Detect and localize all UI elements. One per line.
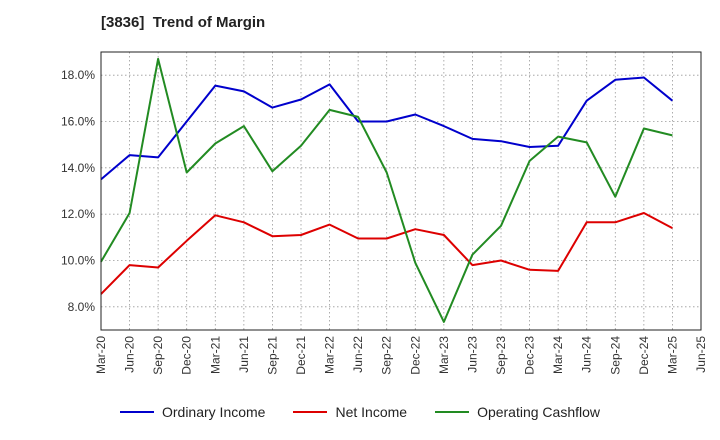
y-tick-label: 18.0% xyxy=(61,68,95,82)
x-tick-label: Mar-20 xyxy=(94,336,108,374)
plot-frame xyxy=(100,51,702,331)
y-tick-label: 8.0% xyxy=(68,300,96,314)
x-tick-label: Sep-24 xyxy=(608,336,622,375)
x-tick-label: Mar-23 xyxy=(437,336,451,374)
legend-label: Operating Cashflow xyxy=(477,404,601,420)
series-line-operating-cashflow xyxy=(100,57,673,323)
x-tick-label: Sep-23 xyxy=(494,336,508,375)
series-line-ordinary-income xyxy=(100,76,674,181)
x-tick-label: Jun-22 xyxy=(351,336,365,373)
x-tick-label: Jun-21 xyxy=(237,336,251,373)
x-tick-label: Sep-22 xyxy=(380,336,394,375)
x-tick-label: Dec-20 xyxy=(180,336,194,375)
x-tick-label: Mar-24 xyxy=(551,336,565,374)
y-axis-ticks: 8.0% 10.0% 12.0% 14.0% 16.0% 18.0% xyxy=(61,68,95,314)
legend-swatch xyxy=(119,411,154,413)
x-tick-label: Dec-23 xyxy=(523,336,537,375)
x-tick-label: Mar-25 xyxy=(665,336,679,374)
y-tick-label: 16.0% xyxy=(61,115,95,129)
x-tick-label: Jun-23 xyxy=(465,336,479,373)
legend-swatch xyxy=(293,411,328,413)
legend-swatch xyxy=(435,411,470,413)
legend-item: Ordinary Income xyxy=(119,404,266,420)
legend: Ordinary Income Net Income Operating Cashf… xyxy=(0,404,720,420)
series-lines xyxy=(100,57,674,323)
x-tick-label: Jun-25 xyxy=(694,336,708,373)
x-tick-label: Dec-22 xyxy=(408,336,422,375)
y-tick-label: 12.0% xyxy=(61,207,95,221)
x-tick-label: Mar-22 xyxy=(323,336,337,374)
legend-label: Ordinary Income xyxy=(161,404,266,420)
grid-lines xyxy=(100,52,702,330)
x-axis-ticks: Mar-20 Jun-20 Sep-20 Dec-20 Mar-21 Jun-21 Sep-… xyxy=(94,336,708,375)
legend-item: Net Income xyxy=(293,404,407,420)
x-tick-label: Dec-21 xyxy=(294,336,308,375)
series-line-net-income xyxy=(100,212,673,295)
legend-label: Net Income xyxy=(335,404,408,420)
x-tick-label: Sep-20 xyxy=(151,336,165,375)
y-tick-label: 10.0% xyxy=(61,254,95,268)
x-tick-label: Sep-21 xyxy=(265,336,279,375)
x-tick-label: Jun-20 xyxy=(123,336,137,373)
x-tick-label: Mar-21 xyxy=(208,336,222,374)
x-tick-label: Dec-24 xyxy=(637,336,651,375)
chart-title: [3836] Trend of Margin xyxy=(101,14,266,31)
x-tick-label: Jun-24 xyxy=(580,336,594,373)
y-tick-label: 14.0% xyxy=(61,161,95,175)
legend-item: Operating Cashflow xyxy=(435,404,600,420)
